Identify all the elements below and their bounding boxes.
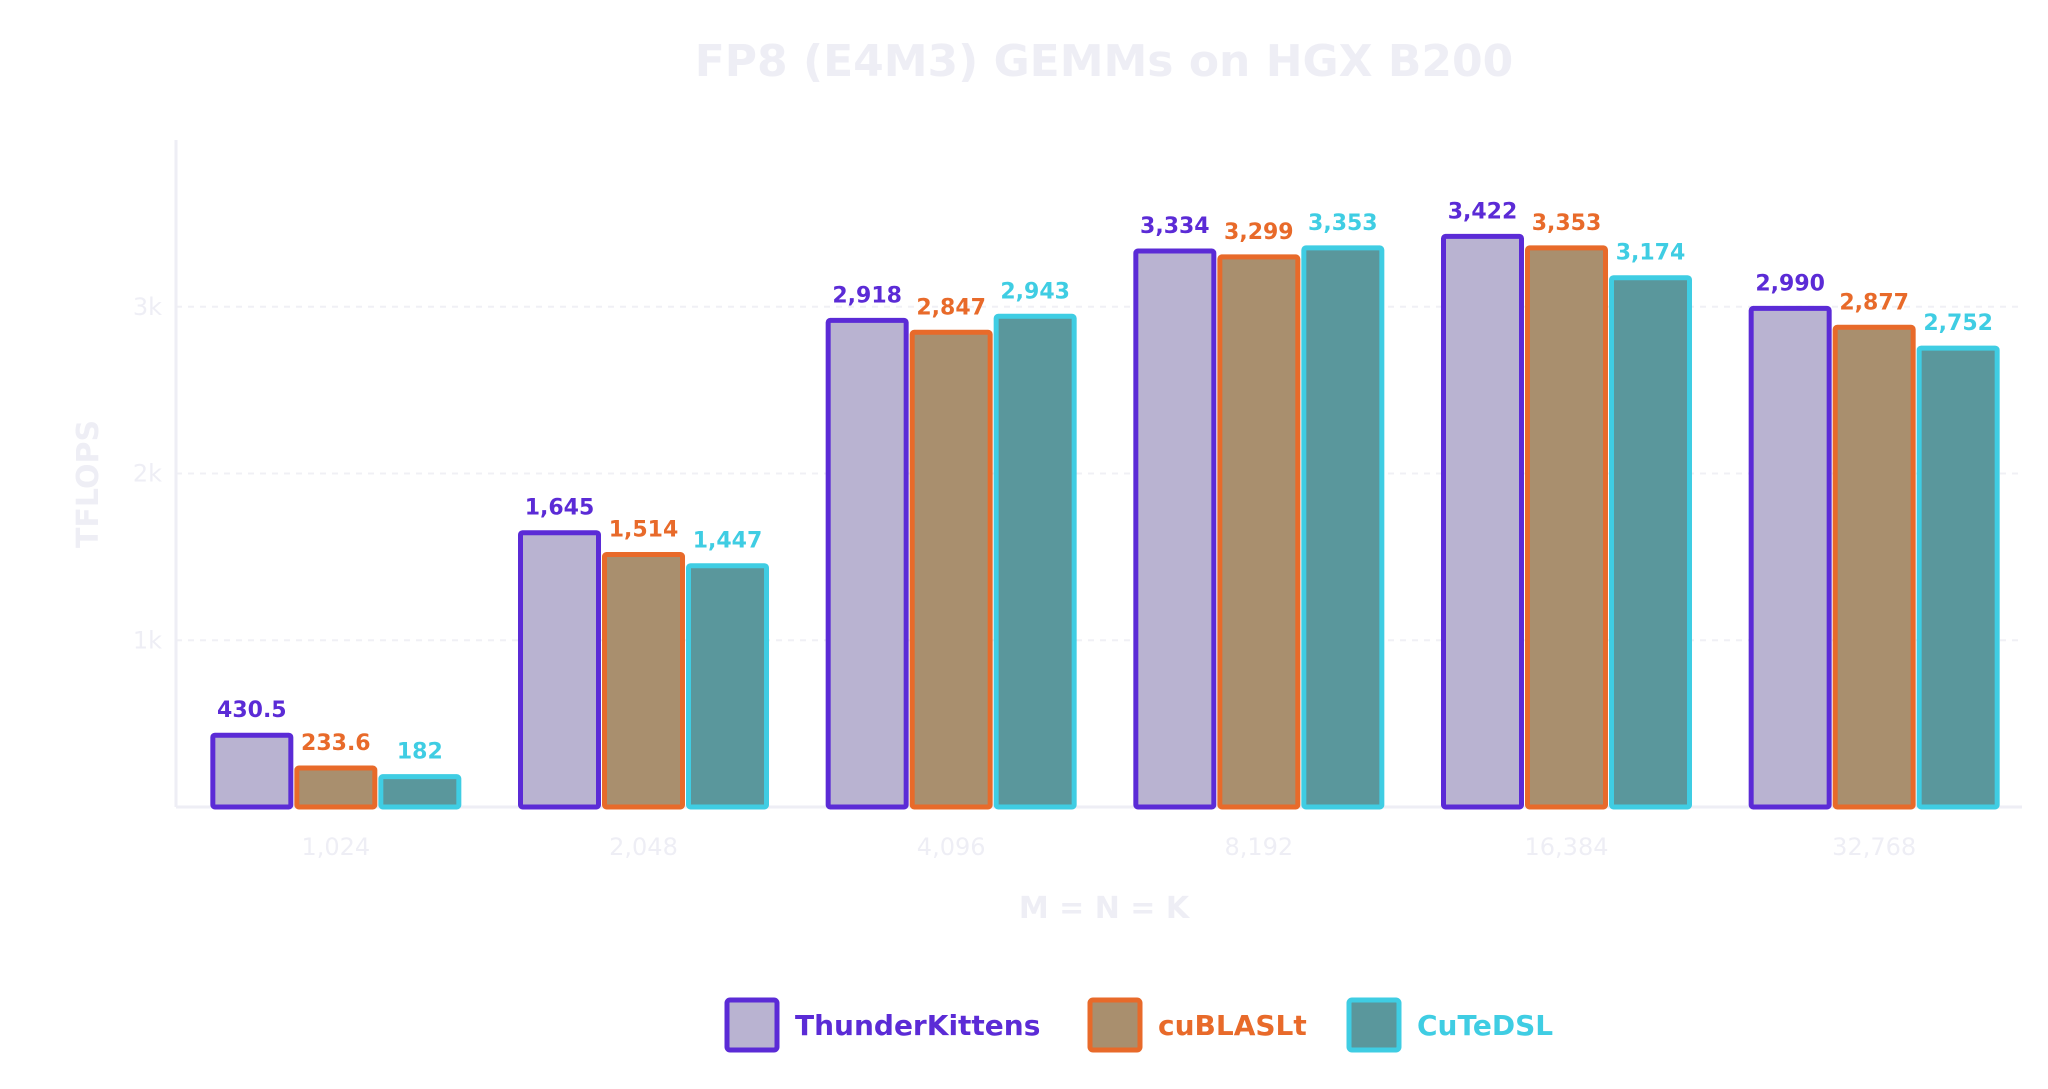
- value-labels-layer: 430.5 233.6 182 1,645 1,514 1,447 2,918 2,847 2,…: [217, 199, 1993, 764]
- y-tick-label: 2k: [133, 460, 162, 488]
- bar: [1525, 245, 1608, 810]
- bar-value-label: 182: [397, 740, 443, 765]
- x-tick-label: 2,048: [609, 833, 678, 861]
- bar: [1217, 254, 1301, 810]
- bar-value-label: 2,877: [1839, 290, 1909, 315]
- bar: [1748, 305, 1832, 810]
- bar-value-label: 3,353: [1532, 211, 1602, 236]
- legend-label: CuTeDSL: [1417, 1009, 1553, 1042]
- bar-value-label: 3,422: [1448, 199, 1518, 224]
- bar: [1301, 245, 1385, 810]
- bar-value-label: 3,353: [1308, 211, 1378, 236]
- bar: [1133, 248, 1217, 810]
- legend-swatch: [724, 997, 780, 1053]
- legend: ThunderKittens cuBLASLt CuTeDSL: [724, 997, 1553, 1053]
- bar-value-label: 3,299: [1224, 220, 1294, 245]
- bar-value-label: 1,447: [693, 529, 763, 554]
- x-tick-label: 32,768: [1832, 833, 1916, 861]
- axis-layer: [174, 140, 2022, 809]
- y-axis-title: TFLOPS: [71, 420, 106, 548]
- bar: [518, 530, 601, 810]
- bar: [993, 313, 1077, 810]
- bar-value-label: 1,645: [525, 496, 595, 521]
- bars-layer: [210, 233, 2000, 810]
- bar-value-label: 2,943: [1000, 279, 1070, 304]
- bar-value-label: 233.6: [301, 731, 371, 756]
- x-axis-title: M = N = K: [1019, 891, 1191, 926]
- bar-value-label: 1,514: [609, 518, 679, 543]
- bar: [686, 563, 769, 810]
- bar: [602, 552, 685, 810]
- bar: [1441, 233, 1524, 810]
- legend-swatch: [1346, 997, 1402, 1053]
- bar-value-label: 430.5: [217, 698, 287, 723]
- tick-labels-layer: 1k 2k 3k 1,024 2,048 4,096 8,192 16,384 32,768: [133, 293, 1916, 861]
- bar-value-label: 3,174: [1616, 241, 1686, 266]
- x-tick-label: 1,024: [301, 833, 370, 861]
- bar: [378, 774, 462, 810]
- bar: [294, 765, 378, 810]
- bar: [210, 732, 294, 810]
- legend-label: cuBLASLt: [1158, 1009, 1307, 1042]
- bar-value-label: 2,990: [1755, 271, 1825, 296]
- bar-value-label: 2,918: [832, 283, 902, 308]
- bar: [825, 317, 909, 810]
- x-tick-label: 16,384: [1525, 833, 1609, 861]
- grid-layer: [176, 305, 2022, 642]
- y-tick-label: 3k: [133, 293, 162, 321]
- legend-label: ThunderKittens: [795, 1009, 1040, 1042]
- bar: [1832, 324, 1916, 810]
- bar: [1609, 275, 1692, 810]
- x-tick-label: 4,096: [917, 833, 986, 861]
- x-tick-label: 8,192: [1224, 833, 1293, 861]
- bar-value-label: 2,752: [1923, 311, 1993, 336]
- bar-value-label: 3,334: [1140, 214, 1210, 239]
- y-tick-label: 1k: [133, 626, 162, 654]
- bar: [909, 329, 993, 810]
- bar: [1916, 345, 2000, 810]
- bar-value-label: 2,847: [916, 295, 986, 320]
- legend-swatch: [1087, 997, 1143, 1053]
- chart-title: FP8 (E4M3) GEMMs on HGX B200: [695, 36, 1514, 87]
